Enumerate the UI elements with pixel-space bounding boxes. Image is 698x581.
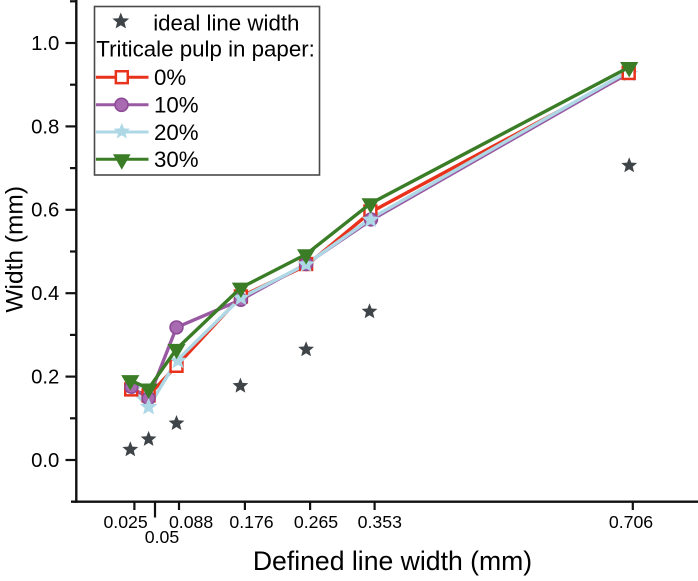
- svg-text:0.6: 0.6: [31, 200, 59, 222]
- svg-text:1.0: 1.0: [31, 33, 59, 55]
- svg-text:30%: 30%: [154, 147, 199, 172]
- svg-text:0.4: 0.4: [31, 283, 59, 305]
- svg-text:0.176: 0.176: [229, 512, 273, 532]
- svg-text:0.0: 0.0: [31, 450, 59, 472]
- svg-text:0.706: 0.706: [609, 512, 653, 532]
- svg-text:ideal line width: ideal line width: [153, 11, 299, 36]
- svg-text:Triticale pulp in paper:: Triticale pulp in paper:: [96, 36, 315, 61]
- svg-text:0.05: 0.05: [145, 527, 180, 547]
- svg-text:0.088: 0.088: [169, 512, 213, 532]
- svg-text:0.353: 0.353: [358, 512, 402, 532]
- svg-text:0.2: 0.2: [31, 367, 59, 389]
- svg-text:0.8: 0.8: [31, 116, 59, 138]
- svg-text:0.265: 0.265: [294, 512, 338, 532]
- svg-text:Defined line width (mm): Defined line width (mm): [253, 546, 532, 576]
- svg-text:0.025: 0.025: [103, 512, 147, 532]
- svg-text:10%: 10%: [154, 93, 199, 118]
- svg-text:Width (mm): Width (mm): [2, 186, 29, 313]
- svg-text:20%: 20%: [154, 120, 199, 145]
- svg-text:0%: 0%: [154, 65, 186, 90]
